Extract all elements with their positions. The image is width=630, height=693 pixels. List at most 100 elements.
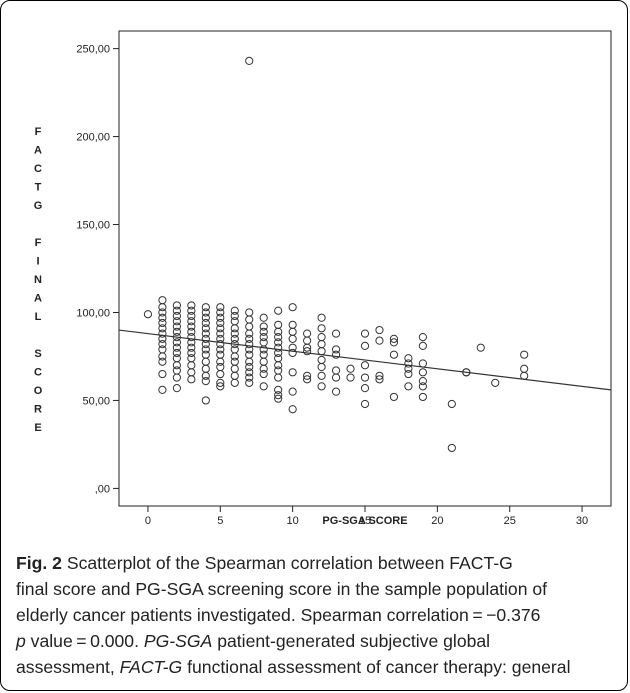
y-label-letter: A [34, 293, 42, 305]
data-point [158, 318, 167, 328]
data-point [216, 382, 225, 391]
data-point [274, 348, 283, 358]
y-label-letter: F [35, 237, 42, 249]
data-point [158, 369, 167, 379]
y-tick-label: 200,00 [76, 132, 110, 144]
data-point [447, 399, 456, 409]
data-point [201, 329, 210, 338]
data-point [230, 324, 239, 333]
x-tick-label: 5 [217, 515, 223, 527]
data-point [288, 368, 297, 377]
data-point [404, 364, 413, 373]
data-point [447, 443, 456, 453]
data-point [187, 322, 196, 331]
x-tick-label: 20 [431, 515, 443, 527]
data-point [476, 343, 485, 352]
data-point [172, 373, 181, 382]
scatter-chart: ,00 50,00 100,00 150,00 200,00 250,00 0 5 10 15 2… [34, 30, 612, 527]
data-point [360, 399, 370, 409]
data-point [317, 371, 326, 380]
data-point [274, 343, 283, 352]
data-point [404, 382, 413, 391]
data-point [274, 333, 283, 342]
data-point [201, 303, 210, 312]
data-point [360, 341, 370, 351]
data-point [201, 324, 210, 333]
data-point [187, 306, 196, 315]
data-point [245, 373, 254, 382]
y-label-letter: F [35, 126, 42, 138]
data-point [375, 375, 384, 384]
data-point [360, 384, 370, 393]
data-point [418, 392, 427, 402]
data-point [317, 313, 326, 322]
data-point [187, 338, 196, 347]
data-point [360, 329, 370, 338]
y-label-letter: C [34, 367, 42, 379]
data-point [375, 336, 384, 345]
data-point [158, 329, 167, 338]
data-point [187, 317, 196, 326]
data-point [216, 329, 225, 338]
data-point [201, 340, 210, 349]
y-label-letter: G [34, 200, 43, 212]
data-point [274, 338, 283, 347]
data-point [245, 56, 254, 66]
data-point [187, 311, 196, 321]
data-point [216, 345, 225, 354]
y-label-letter: N [34, 274, 42, 286]
data-point [187, 375, 196, 384]
data-point [245, 378, 254, 387]
data-point [201, 318, 210, 328]
data-point [389, 392, 399, 402]
data-point [230, 334, 239, 343]
data-point [317, 382, 326, 391]
x-tick-label: 15 [359, 515, 371, 527]
y-tick-label: ,00 [95, 483, 110, 495]
data-point [216, 318, 225, 328]
figure-label: Fig. 2 [16, 553, 62, 573]
data-point [274, 361, 283, 370]
y-axis-ticks: ,00 50,00 100,00 150,00 200,00 250,00 [76, 44, 119, 495]
data-point [158, 385, 167, 394]
caption-line-5: assessment, FACT-G functional assessment… [16, 657, 571, 677]
data-point [375, 371, 384, 380]
y-label-letter: I [36, 256, 39, 268]
data-points [143, 56, 529, 453]
data-point [245, 329, 254, 338]
data-point [216, 334, 225, 343]
data-point [331, 350, 341, 359]
data-point [331, 373, 341, 382]
data-point [187, 327, 196, 336]
data-point [172, 322, 181, 331]
data-point [288, 303, 297, 312]
data-point [230, 311, 239, 321]
data-point [172, 384, 181, 393]
data-point [158, 352, 167, 361]
data-point [303, 347, 312, 356]
data-point [259, 369, 268, 379]
data-point [187, 333, 196, 342]
x-tick-label: 30 [576, 515, 588, 527]
data-point [158, 340, 167, 349]
plot-area [118, 30, 612, 507]
data-point [201, 396, 210, 405]
data-point [172, 348, 181, 358]
data-point [259, 345, 268, 354]
data-point [389, 350, 399, 359]
data-point [520, 350, 529, 359]
x-axis-label: PG-SGA SCORE [322, 515, 407, 527]
data-point [259, 322, 268, 331]
data-point [259, 364, 268, 373]
data-point [158, 334, 167, 343]
data-point [216, 378, 225, 387]
data-point [303, 343, 312, 352]
data-point [491, 378, 500, 387]
y-label-letter: E [34, 422, 41, 434]
data-point [303, 371, 312, 380]
data-point [216, 324, 225, 333]
y-tick-label: 250,00 [76, 44, 110, 56]
data-point [172, 338, 181, 347]
data-point [158, 357, 167, 366]
data-point [201, 313, 210, 322]
